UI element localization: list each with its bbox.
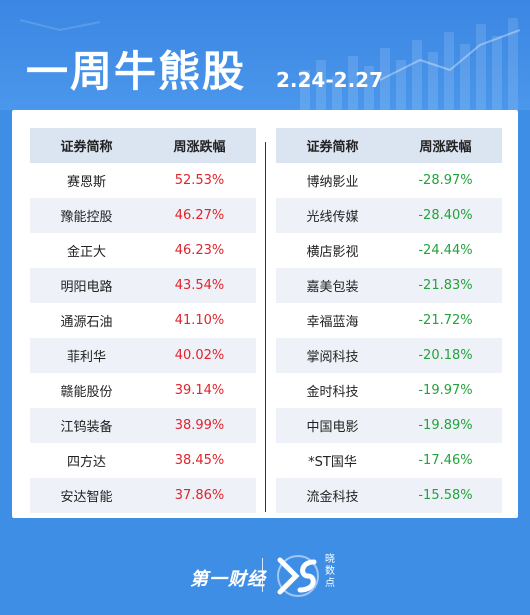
stock-name: 菲利华 (30, 346, 143, 365)
table-row: 金正大 46.23% (30, 233, 256, 268)
stock-name: 幸福蓝海 (276, 311, 389, 330)
table-row: 明阳电路 43.54% (30, 268, 256, 303)
table-row: 嘉美包装 -21.83% (276, 268, 502, 303)
table-row: 博纳影业 -28.97% (276, 163, 502, 198)
stock-change: -15.58% (389, 488, 502, 503)
stock-change: 37.86% (143, 488, 256, 503)
stock-name: 博纳影业 (276, 171, 389, 190)
page-title: 一周牛熊股 (26, 38, 246, 99)
table-row: 金时科技 -19.97% (276, 373, 502, 408)
table-row: 光线传媒 -28.40% (276, 198, 502, 233)
stock-name: 赣能股份 (30, 381, 143, 400)
stock-change: 46.27% (143, 208, 256, 223)
stock-change: -21.83% (389, 278, 502, 293)
stock-change: -28.40% (389, 208, 502, 223)
stock-change: -24.44% (389, 243, 502, 258)
footer: 第一财经 晓数点 (0, 518, 530, 615)
column-header-name: 证券简称 (30, 136, 143, 155)
table-divider (265, 142, 266, 512)
stock-name: 豫能控股 (30, 206, 143, 225)
date-range: 2.24-2.27 (276, 68, 383, 92)
gainers-table: 证券简称 周涨跌幅 赛恩斯 52.53% 豫能控股 46.27% 金正大 46.23%… (30, 128, 256, 513)
stock-name: 江钨装备 (30, 416, 143, 435)
stock-name: 中国电影 (276, 416, 389, 435)
stock-name: *ST国华 (276, 451, 389, 470)
stock-name: 金时科技 (276, 381, 389, 400)
table-row: 安达智能 37.86% (30, 478, 256, 513)
table-row: 豫能控股 46.27% (30, 198, 256, 233)
table-row: 赛恩斯 52.53% (30, 163, 256, 198)
stock-change: -19.97% (389, 383, 502, 398)
stock-change: -28.97% (389, 173, 502, 188)
table-header: 证券简称 周涨跌幅 (30, 128, 256, 163)
stock-change: 38.99% (143, 418, 256, 433)
stock-change: -20.18% (389, 348, 502, 363)
table-row: 菲利华 40.02% (30, 338, 256, 373)
stock-name: 赛恩斯 (30, 171, 143, 190)
column-header-change: 周涨跌幅 (143, 136, 256, 155)
table-row: 江钨装备 38.99% (30, 408, 256, 443)
stock-change: 38.45% (143, 453, 256, 468)
stock-name: 横店影视 (276, 241, 389, 260)
stock-name: 明阳电路 (30, 276, 143, 295)
stock-change: 41.10% (143, 313, 256, 328)
stock-name: 通源石油 (30, 311, 143, 330)
stock-name: 掌阅科技 (276, 346, 389, 365)
stock-change: 40.02% (143, 348, 256, 363)
table-row: 中国电影 -19.89% (276, 408, 502, 443)
table-row: 掌阅科技 -20.18% (276, 338, 502, 373)
losers-table: 证券简称 周涨跌幅 博纳影业 -28.97% 光线传媒 -28.40% 横店影视 -2… (276, 128, 502, 513)
table-row: 四方达 38.45% (30, 443, 256, 478)
yicai-logo: 第一财经 (190, 565, 266, 591)
stock-change: 39.14% (143, 383, 256, 398)
stock-name: 金正大 (30, 241, 143, 260)
header-banner: 一周牛熊股 2.24-2.27 (0, 0, 530, 110)
stock-change: -19.89% (389, 418, 502, 433)
table-row: 通源石油 41.10% (30, 303, 256, 338)
table-header: 证券简称 周涨跌幅 (276, 128, 502, 163)
table-row: 赣能股份 39.14% (30, 373, 256, 408)
stock-name: 流金科技 (276, 486, 389, 505)
stock-change: 52.53% (143, 173, 256, 188)
stock-change: 46.23% (143, 243, 256, 258)
xiaoshudian-logo-text: 晓数点 (323, 554, 337, 590)
stock-card: 证券简称 周涨跌幅 赛恩斯 52.53% 豫能控股 46.27% 金正大 46.23%… (12, 110, 518, 518)
stock-change: -21.72% (389, 313, 502, 328)
stock-name: 光线传媒 (276, 206, 389, 225)
column-header-change: 周涨跌幅 (389, 136, 502, 155)
stock-name: 安达智能 (30, 486, 143, 505)
column-header-name: 证券简称 (276, 136, 389, 155)
table-row: *ST国华 -17.46% (276, 443, 502, 478)
logo-separator (262, 558, 263, 592)
table-row: 流金科技 -15.58% (276, 478, 502, 513)
table-row: 横店影视 -24.44% (276, 233, 502, 268)
stock-change: 43.54% (143, 278, 256, 293)
stock-name: 嘉美包装 (276, 276, 389, 295)
stock-name: 四方达 (30, 451, 143, 470)
table-row: 幸福蓝海 -21.72% (276, 303, 502, 338)
stock-change: -17.46% (389, 453, 502, 468)
